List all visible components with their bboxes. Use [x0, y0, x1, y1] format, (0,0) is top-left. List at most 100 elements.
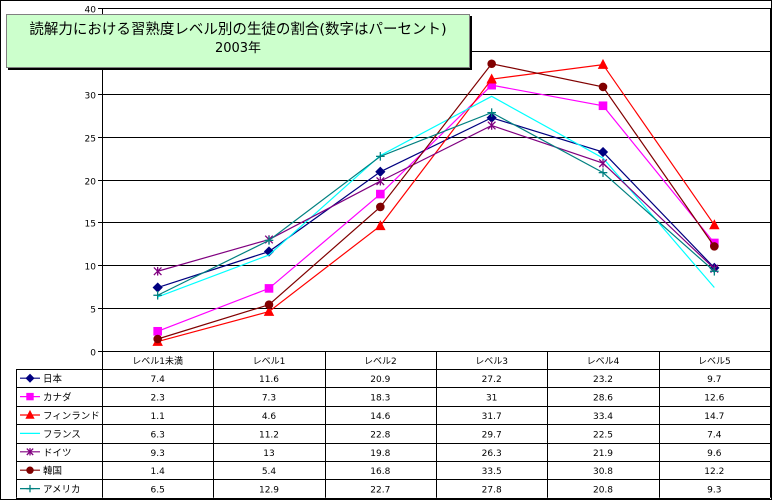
marker-square — [598, 101, 608, 111]
category-label: レベル3 — [475, 357, 508, 367]
table-row: 日本 7.4 11.6 20.9 27.2 23.2 9.7 — [20, 373, 721, 385]
triangle-marker — [486, 73, 497, 84]
chart-subtitle: 2003年 — [214, 41, 262, 56]
square-marker — [264, 284, 274, 293]
table-cell-value: 9.6 — [707, 449, 722, 459]
table-cell-value: 13 — [263, 449, 274, 459]
marker-plus — [264, 236, 274, 245]
series-5 — [153, 59, 719, 344]
legend-label: ドイツ — [43, 448, 72, 459]
table-cell-value: 14.6 — [370, 412, 390, 422]
chart-title-box: 読解力における習熟度レベル別の生徒の割合(数字はパーセント) 2003年 — [6, 14, 470, 68]
category-label: レベル1 — [253, 357, 286, 367]
series-line — [157, 111, 715, 296]
table-row: アメリカ 6.5 12.9 22.7 27.8 20.8 9.3 — [20, 485, 721, 496]
table-cell-value: 5.4 — [262, 467, 277, 477]
table-cell-value: 18.3 — [370, 394, 390, 404]
marker-circle — [153, 334, 162, 344]
marker-diamond — [152, 282, 163, 293]
y-tick-label: 20 — [85, 178, 97, 188]
square-marker — [153, 326, 162, 336]
marker-diamond — [597, 146, 609, 158]
category-label: レベル2 — [364, 357, 397, 367]
table-cell-value: 9.3 — [707, 486, 721, 496]
table-cell-value: 23.2 — [593, 375, 613, 385]
marker-plus — [710, 266, 719, 276]
y-tick-label: 30 — [85, 92, 97, 102]
marker-plus — [153, 290, 162, 300]
square-marker — [26, 392, 34, 401]
table-cell-value: 22.7 — [370, 486, 390, 496]
marker-circle — [598, 82, 608, 92]
circle-marker — [376, 202, 385, 212]
legend-label: 日本 — [43, 373, 63, 385]
table-cell-value: 6.5 — [151, 486, 165, 496]
table-cell-value: 12.2 — [704, 467, 724, 477]
diamond-marker — [152, 282, 163, 293]
table-cell-value: 31 — [486, 394, 497, 404]
marker-star — [598, 158, 608, 168]
triangle-marker — [25, 409, 35, 419]
table-cell-value: 4.6 — [262, 412, 277, 422]
marker-square — [26, 392, 34, 401]
marker-star — [376, 176, 385, 186]
marker-circle — [710, 242, 719, 251]
marker-circle — [264, 300, 274, 309]
legend-label: フィンランド — [43, 411, 100, 422]
series-line — [157, 117, 715, 289]
series-6 — [153, 108, 719, 300]
table-cell-value: 7.4 — [151, 375, 166, 385]
marker-star — [487, 121, 496, 130]
marker-triangle — [263, 305, 275, 316]
series-line — [157, 84, 715, 332]
marker-triangle — [709, 219, 720, 230]
category-label: レベル1未満 — [132, 355, 183, 367]
diamond-marker — [375, 166, 386, 177]
table-cell-value: 12.6 — [704, 394, 724, 404]
circle-marker — [598, 82, 608, 92]
y-tick-label: 40 — [85, 6, 97, 16]
marker-plus — [487, 108, 496, 117]
table-row: 韓国 1.4 5.4 16.8 33.5 30.8 12.2 — [20, 466, 724, 477]
series-3 — [157, 95, 715, 298]
y-tick-label: 10 — [85, 263, 97, 273]
diamond-marker — [263, 246, 275, 257]
marker-square — [264, 284, 274, 293]
triangle-marker — [375, 220, 386, 231]
table-cell-value: 1.4 — [151, 467, 166, 477]
table-cell-value: 6.3 — [151, 430, 165, 440]
marker-square — [376, 189, 385, 199]
marker-triangle — [486, 73, 497, 84]
circle-marker — [153, 334, 162, 344]
table-row: ドイツ 9.3 13 19.8 26.3 21.9 9.6 — [20, 448, 722, 459]
table-cell-value: 27.2 — [482, 375, 502, 385]
table-cell-value: 26.3 — [482, 449, 502, 459]
circle-marker — [264, 300, 274, 309]
diamond-marker — [25, 373, 35, 383]
series-line — [157, 95, 715, 298]
marker-diamond — [25, 373, 35, 383]
square-marker — [598, 101, 608, 111]
table-cell-value: 31.7 — [482, 412, 502, 422]
y-tick-label: 0 — [90, 349, 96, 359]
legend-label: アメリカ — [43, 485, 81, 496]
marker-square — [153, 326, 162, 336]
marker-plus — [598, 168, 608, 177]
diamond-marker — [597, 146, 609, 158]
y-tick-label: 5 — [90, 306, 96, 316]
marker-circle — [26, 466, 34, 474]
marker-plus — [376, 152, 385, 161]
marker-plus — [26, 484, 34, 493]
category-label: レベル5 — [698, 357, 731, 367]
series-1 — [153, 80, 719, 336]
table-cell-value: 29.7 — [482, 430, 502, 440]
table-row: カナダ 2.3 7.3 18.3 31 28.6 12.6 — [20, 392, 725, 404]
table-cell-value: 30.8 — [593, 467, 613, 477]
table-cell-value: 7.3 — [262, 394, 276, 404]
table-cell-value: 28.6 — [593, 394, 613, 404]
table-cell-value: 9.3 — [151, 449, 165, 459]
table-cell-value: 19.8 — [370, 449, 390, 459]
marker-circle — [487, 59, 496, 69]
table-cell-value: 20.8 — [593, 486, 613, 496]
